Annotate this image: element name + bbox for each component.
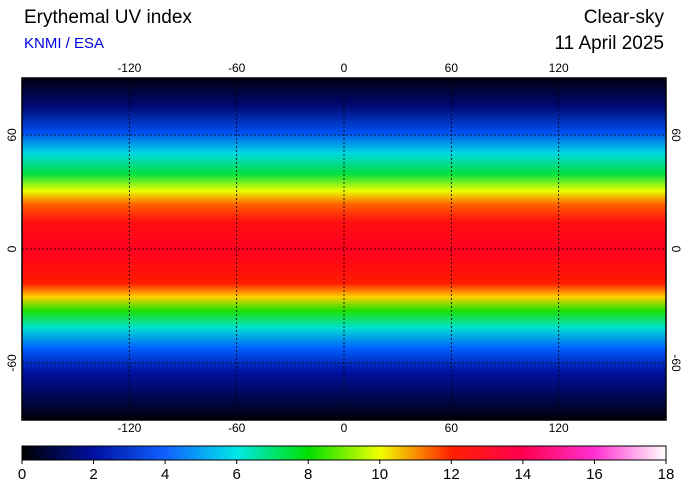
lat-label-left: 60 — [5, 128, 19, 142]
source: KNMI / ESA — [24, 35, 104, 52]
title: Erythemal UV index — [24, 7, 192, 28]
date: 11 April 2025 — [554, 33, 664, 54]
lon-label-bottom: 0 — [341, 421, 348, 435]
lon-label-bottom: 120 — [549, 421, 569, 435]
condition: Clear-sky — [584, 7, 665, 28]
lon-label-bottom: -60 — [228, 421, 246, 435]
lat-label-right: -60 — [669, 354, 683, 372]
colorbar-label: 0 — [18, 466, 26, 483]
grid — [22, 78, 666, 420]
colorbar-label: 18 — [658, 466, 675, 483]
lat-label-right: 60 — [669, 128, 683, 142]
colorbar-label: 8 — [304, 466, 312, 483]
lon-label-top: 120 — [549, 61, 569, 75]
colorbar-label: 14 — [515, 466, 532, 483]
lon-label-bottom: -120 — [117, 421, 141, 435]
colorbar-label: 16 — [586, 466, 603, 483]
lon-label-top: 60 — [445, 61, 459, 75]
colorbar-label: 12 — [443, 466, 460, 483]
colorbar — [21, 445, 667, 461]
lat-label-left: -60 — [5, 354, 19, 372]
lon-label-top: -60 — [228, 61, 246, 75]
colorbar-label: 10 — [371, 466, 388, 483]
lon-label-top: 0 — [341, 61, 348, 75]
colorbar-label: 2 — [89, 466, 97, 483]
colorbar-label: 4 — [161, 466, 169, 483]
map-frame — [21, 77, 667, 421]
lon-label-top: -120 — [117, 61, 141, 75]
lat-label-right: 0 — [669, 246, 683, 253]
lon-label-bottom: 60 — [445, 421, 459, 435]
lat-label-left: 0 — [5, 245, 19, 252]
colorbar-label: 6 — [232, 466, 240, 483]
